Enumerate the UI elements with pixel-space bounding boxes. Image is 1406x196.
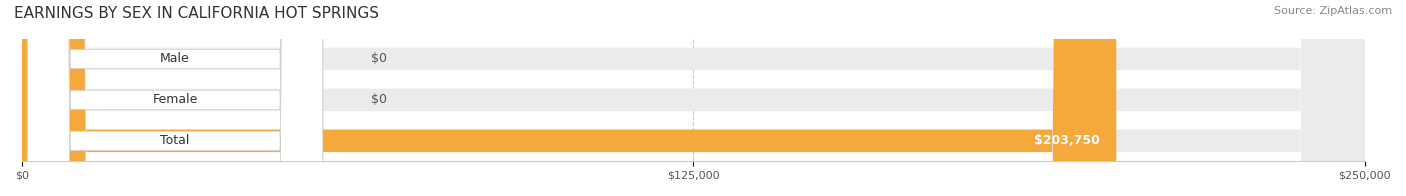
Text: Total: Total [160,134,190,147]
Text: Female: Female [152,93,198,106]
FancyBboxPatch shape [22,0,1365,196]
FancyBboxPatch shape [22,0,1365,196]
FancyBboxPatch shape [22,0,1116,196]
Text: $0: $0 [371,53,387,65]
FancyBboxPatch shape [27,0,323,196]
FancyBboxPatch shape [27,0,323,196]
Text: Source: ZipAtlas.com: Source: ZipAtlas.com [1274,6,1392,16]
FancyBboxPatch shape [27,0,323,196]
FancyBboxPatch shape [22,0,65,196]
FancyBboxPatch shape [22,0,1365,196]
Text: EARNINGS BY SEX IN CALIFORNIA HOT SPRINGS: EARNINGS BY SEX IN CALIFORNIA HOT SPRING… [14,6,380,21]
Text: Male: Male [160,53,190,65]
FancyBboxPatch shape [22,0,65,196]
Text: $0: $0 [371,93,387,106]
Text: $203,750: $203,750 [1035,134,1099,147]
